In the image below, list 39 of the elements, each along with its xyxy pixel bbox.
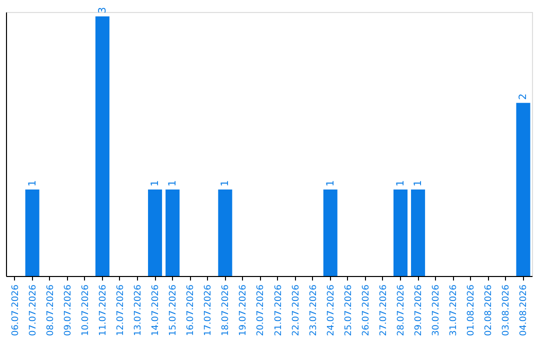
x-tick-label: 18.07.2026	[221, 284, 232, 336]
x-tick-label: 19.07.2026	[238, 284, 249, 336]
x-tick-label: 17.07.2026	[204, 284, 214, 336]
x-tick-label: 16.07.2026	[186, 284, 196, 336]
x-tick-label: 22.07.2026	[291, 284, 302, 336]
x-tick-label: 03.08.2026	[502, 284, 512, 336]
data-label: 3	[97, 6, 108, 14]
x-tick-label: 25.07.2026	[344, 284, 354, 336]
x-tick-label: 10.07.2026	[80, 284, 91, 336]
x-tick-label: 26.07.2026	[361, 284, 372, 336]
data-label: 1	[220, 180, 232, 186]
x-tick-label: 23.07.2026	[308, 284, 319, 336]
x-tick-label: 15.07.2026	[168, 284, 179, 336]
x-tick-label: 27.07.2026	[378, 284, 389, 336]
x-tick-label: 14.07.2026	[151, 284, 162, 336]
data-label: 1	[150, 180, 162, 186]
data-label: 2	[518, 94, 530, 100]
data-label: 1	[168, 180, 179, 186]
x-tick-label: 07.07.2026	[28, 284, 38, 336]
x-tick-label: 09.07.2026	[63, 284, 74, 336]
x-tick-label: 20.07.2026	[256, 284, 266, 336]
x-tick-label: 13.07.2026	[134, 284, 144, 336]
x-tick-label: 08.07.2026	[46, 284, 56, 336]
data-label: 1	[413, 180, 424, 186]
x-tick-label: 06.07.2026	[10, 284, 21, 336]
x-tick-label: 24.07.2026	[326, 284, 336, 336]
x-tick-label: 02.08.2026	[484, 284, 494, 336]
x-tick-label: 31.07.2026	[449, 284, 460, 336]
data-label: 1	[27, 180, 38, 186]
x-tick-label: 30.07.2026	[432, 284, 442, 336]
data-label: 1	[396, 180, 406, 186]
x-tick-label: 01.08.2026	[466, 284, 477, 336]
data-label: 1	[325, 180, 336, 186]
x-tick-label: 04.08.2026	[519, 284, 530, 336]
x-tick-label: 12.07.2026	[116, 284, 126, 336]
x-tick-label: 29.07.2026	[414, 284, 424, 336]
x-tick-label: 28.07.2026	[396, 284, 406, 336]
x-tick-label: 21.07.2026	[274, 284, 284, 336]
x-tick-label: 11.07.2026	[98, 284, 108, 336]
